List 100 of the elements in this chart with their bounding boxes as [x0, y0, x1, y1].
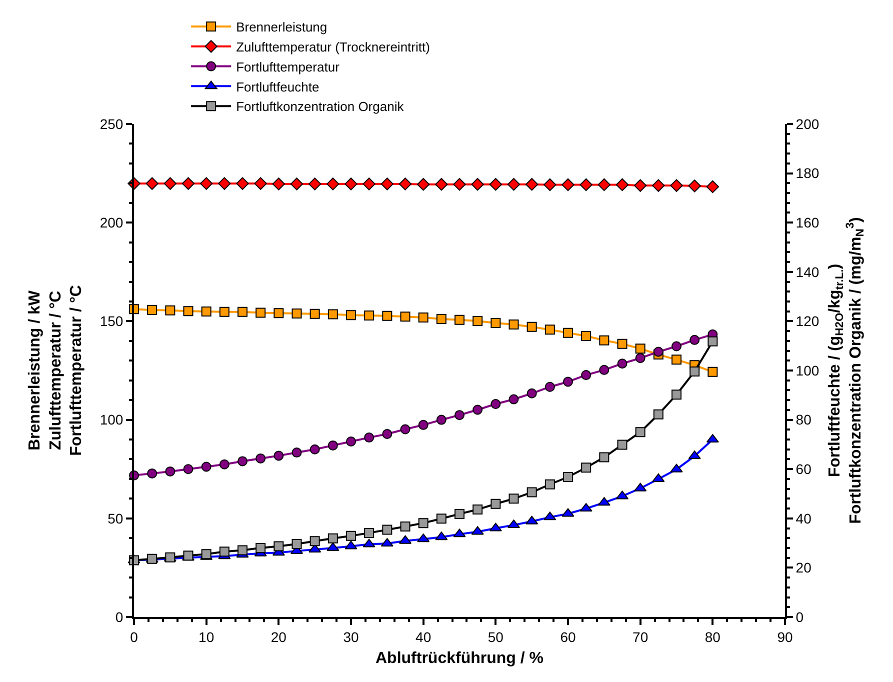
point — [490, 498, 501, 509]
point — [708, 366, 718, 377]
point — [382, 429, 392, 439]
y2-tick-label: 100 — [796, 362, 820, 378]
point — [436, 414, 446, 425]
y2-tick-label: 120 — [796, 313, 820, 330]
point — [400, 424, 410, 434]
point — [634, 179, 647, 192]
point — [454, 314, 464, 325]
point — [652, 179, 665, 192]
point — [310, 444, 320, 454]
point — [544, 178, 556, 192]
point — [635, 344, 646, 354]
x-tick-label: 70 — [632, 628, 648, 645]
point — [274, 308, 284, 318]
point — [183, 306, 194, 316]
point — [238, 306, 248, 317]
y-tick-label: 0 — [115, 608, 124, 625]
point — [238, 545, 248, 556]
y-axis-title: Brennerleistung / kW Zulufttemperatur / °C Fortlufttemperatur / °C — [26, 284, 86, 456]
point — [364, 432, 374, 443]
y2-tick-label: 40 — [796, 510, 812, 526]
point — [147, 304, 158, 315]
point — [418, 420, 428, 430]
point — [544, 479, 555, 490]
point — [274, 450, 284, 461]
point — [453, 178, 466, 191]
point — [688, 180, 701, 192]
point — [672, 390, 682, 400]
point — [346, 436, 356, 446]
point — [436, 514, 446, 524]
point — [398, 178, 412, 190]
point — [526, 322, 537, 332]
point — [219, 459, 230, 470]
point — [416, 178, 430, 191]
x-tick-label: 90 — [777, 628, 793, 645]
point — [218, 177, 231, 190]
point — [599, 335, 610, 346]
point — [219, 306, 230, 317]
point — [400, 522, 410, 532]
point — [490, 318, 501, 328]
point — [672, 341, 682, 352]
point — [164, 177, 177, 190]
point — [435, 178, 448, 191]
point — [310, 536, 320, 546]
point — [653, 346, 664, 357]
point — [581, 330, 592, 341]
point — [256, 453, 266, 464]
point — [328, 533, 338, 544]
point — [256, 542, 266, 553]
x-tick-label: 20 — [270, 628, 287, 645]
point — [690, 366, 700, 376]
point — [182, 177, 195, 190]
point — [165, 305, 176, 316]
point — [382, 524, 392, 535]
x-tick-label: 50 — [488, 628, 504, 645]
point — [147, 468, 158, 478]
point — [165, 466, 176, 476]
x-tick-label: 10 — [198, 628, 214, 645]
point — [471, 178, 484, 191]
point — [563, 472, 573, 482]
point — [617, 338, 628, 349]
point — [400, 312, 410, 322]
point — [201, 306, 212, 317]
point — [200, 177, 213, 190]
point — [544, 324, 555, 335]
point — [599, 452, 610, 462]
point — [544, 382, 555, 392]
y2-tick-label: 80 — [796, 412, 812, 428]
point — [254, 177, 267, 190]
point — [256, 308, 266, 318]
point — [472, 504, 483, 515]
y2-tick-label: 200 — [796, 116, 820, 132]
point — [706, 180, 720, 194]
legend-label: Fortluftfeuchte — [236, 79, 320, 94]
point — [292, 308, 302, 319]
point — [526, 487, 537, 498]
point — [418, 312, 428, 322]
point — [362, 178, 376, 190]
point — [616, 178, 629, 192]
legend-label: Fortluftkonzentration Organik — [236, 99, 404, 114]
y2-tick-label: 0 — [796, 608, 804, 625]
point — [563, 376, 573, 387]
point — [219, 546, 230, 557]
point — [344, 178, 358, 190]
point — [418, 518, 428, 528]
point — [598, 178, 611, 192]
x-tick-label: 60 — [560, 628, 576, 645]
point — [635, 427, 646, 438]
point — [436, 314, 446, 324]
point — [308, 178, 322, 190]
point — [454, 410, 464, 420]
point — [581, 462, 592, 473]
x-tick-label: 30 — [343, 628, 359, 645]
y-tick-label: 200 — [100, 214, 124, 230]
point — [617, 358, 628, 369]
point — [525, 178, 538, 191]
y2-tick-label: 60 — [796, 461, 812, 477]
point — [310, 308, 320, 319]
point — [201, 462, 212, 472]
